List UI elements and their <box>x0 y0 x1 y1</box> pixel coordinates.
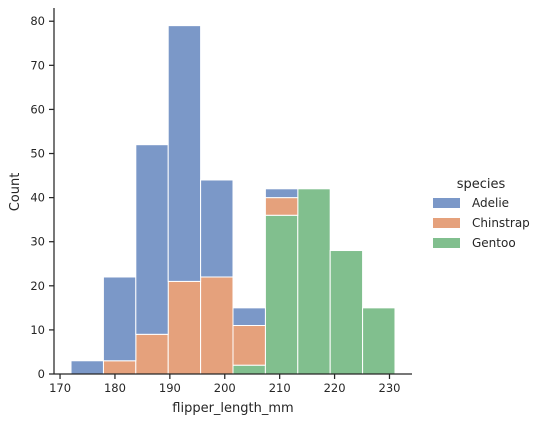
legend-title: species <box>457 177 506 192</box>
bar-gentoo-5 <box>232 364 266 375</box>
legend-swatch-adelie <box>433 198 460 208</box>
bar-adelie-4 <box>200 179 234 278</box>
x-tick-label-210: 210 <box>269 381 291 395</box>
y-tick-label-70: 70 <box>30 58 45 72</box>
bar-chinstrap-3 <box>167 280 202 375</box>
x-tick-label-190: 190 <box>159 381 181 395</box>
y-tick-label-60: 60 <box>30 102 45 116</box>
legend-label-gentoo: Gentoo <box>472 236 516 250</box>
legend-label-adelie: Adelie <box>472 196 509 210</box>
bar-chinstrap-2 <box>135 333 169 375</box>
x-tick-label-200: 200 <box>214 381 236 395</box>
bar-chinstrap-4 <box>200 276 234 375</box>
bar-gentoo-8 <box>329 250 364 375</box>
legend-swatch-chinstrap <box>433 218 460 228</box>
bar-adelie-6 <box>264 188 299 199</box>
axes-layer: 170 180 190 200 210 220 230 0 10 20 30 40 50 60 70 80 <box>30 8 412 395</box>
legend-swatch-gentoo <box>433 238 460 248</box>
x-tick-label-220: 220 <box>324 381 346 395</box>
y-tick-label-80: 80 <box>30 14 45 28</box>
bar-chinstrap-1 <box>102 360 137 375</box>
bar-adelie-0 <box>70 360 104 375</box>
legend: species Adelie Chinstrap Gentoo <box>433 177 530 250</box>
bars-layer <box>70 25 396 375</box>
x-tick-label-230: 230 <box>379 381 401 395</box>
bar-adelie-5 <box>232 307 266 326</box>
bar-adelie-1 <box>102 276 137 362</box>
x-tick-label-180: 180 <box>104 381 126 395</box>
x-axis-title: flipper_length_mm <box>172 401 293 416</box>
y-tick-label-0: 0 <box>38 367 45 381</box>
legend-label-chinstrap: Chinstrap <box>472 216 530 230</box>
bar-adelie-3 <box>167 25 202 282</box>
y-tick-label-40: 40 <box>30 191 45 205</box>
y-tick-label-10: 10 <box>30 323 45 337</box>
bar-chinstrap-6 <box>264 197 299 216</box>
bar-gentoo-7 <box>297 188 331 375</box>
bar-gentoo-9 <box>362 307 396 375</box>
y-axis-title: Count <box>8 173 23 212</box>
y-tick-label-50: 50 <box>30 147 45 161</box>
bar-chinstrap-5 <box>232 324 266 366</box>
bar-adelie-2 <box>135 144 169 335</box>
bar-gentoo-6 <box>264 214 299 375</box>
y-tick-label-30: 30 <box>30 235 45 249</box>
x-tick-label-170: 170 <box>49 381 71 395</box>
y-tick-label-20: 20 <box>30 279 45 293</box>
